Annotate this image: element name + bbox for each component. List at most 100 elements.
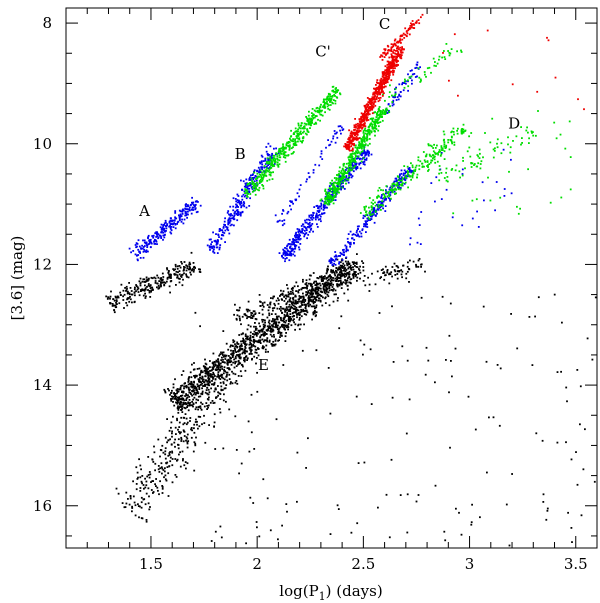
data-point [288,320,290,323]
data-point [365,157,368,160]
data-point [244,359,246,361]
data-point [394,187,396,190]
data-point [272,171,274,174]
data-point [182,402,185,404]
data-point [169,460,172,463]
data-point [139,252,141,254]
data-point [382,268,384,271]
data-point [252,338,255,341]
data-point [336,136,339,139]
data-point [246,185,249,188]
data-point [132,250,135,252]
data-point [161,487,164,490]
data-point [537,110,539,112]
data-point [348,172,350,175]
data-point [341,178,344,181]
data-point [331,197,334,200]
data-point [417,494,420,496]
data-point [223,366,226,369]
data-point [363,140,365,142]
data-point [386,109,389,111]
data-point [253,330,256,333]
data-point [286,314,289,317]
data-point [226,371,229,374]
data-point [201,380,204,383]
data-point [329,412,332,415]
data-point [313,305,316,308]
data-point [282,317,285,320]
data-point [302,295,305,298]
data-point [312,116,314,119]
data-point [377,206,380,209]
data-point [410,178,412,181]
data-point [370,131,373,133]
data-point [214,448,217,450]
data-point [319,119,321,122]
data-point [222,358,224,361]
data-point [186,210,189,213]
data-point [249,197,251,200]
data-point [273,147,275,150]
data-point [376,113,378,116]
data-point [361,147,363,150]
data-point [193,392,196,394]
data-point [160,228,163,231]
data-point [129,497,132,500]
data-point [167,270,170,273]
data-point [342,266,345,268]
data-point [258,535,261,538]
data-point [189,263,192,266]
data-point [261,168,264,170]
data-point [291,247,293,250]
data-point [264,334,266,336]
data-point [177,277,180,280]
data-point [473,163,476,165]
data-point [295,244,298,247]
data-point [292,253,295,256]
data-point [380,197,382,199]
data-point [155,240,158,243]
data-point [263,326,266,329]
data-point [319,275,321,278]
data-point [326,203,329,205]
data-point [139,282,142,285]
data-point [300,122,303,124]
data-point [266,304,269,306]
data-point [185,273,187,276]
data-point [346,262,348,265]
data-point [309,122,311,124]
data-point [317,207,320,210]
data-point [236,199,239,201]
data-point [300,308,302,311]
data-point [239,203,242,206]
data-point [282,364,285,366]
data-point [268,169,271,171]
data-point [187,383,190,386]
data-point [347,233,350,235]
data-point [225,384,228,386]
data-point [203,405,206,408]
data-point [260,334,263,336]
data-point [360,137,363,140]
data-point [177,447,180,450]
data-point [146,278,148,281]
data-point [338,177,340,180]
data-point [516,205,518,208]
data-point [259,305,262,307]
data-point [233,347,236,350]
data-point [239,212,242,215]
data-point [410,75,413,78]
data-point [181,284,184,287]
data-point [350,173,353,176]
data-point [120,283,123,286]
data-point [407,79,409,82]
data-point [307,233,310,236]
data-point [331,179,333,182]
data-point [379,206,382,209]
data-point [367,218,370,220]
data-point [315,349,318,352]
data-point [145,492,148,495]
data-point [313,312,316,314]
data-point [255,184,258,187]
data-point [270,313,273,315]
